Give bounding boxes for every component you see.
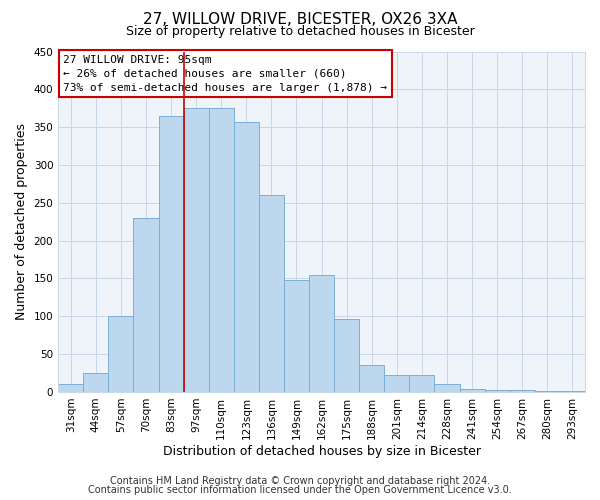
Text: 27, WILLOW DRIVE, BICESTER, OX26 3XA: 27, WILLOW DRIVE, BICESTER, OX26 3XA [143,12,457,28]
Bar [359,366,385,392]
Bar [510,390,535,392]
Text: 27 WILLOW DRIVE: 95sqm
← 26% of detached houses are smaller (660)
73% of semi-de: 27 WILLOW DRIVE: 95sqm ← 26% of detached… [64,55,388,93]
Bar [209,108,234,392]
Bar [535,391,560,392]
Bar [485,390,510,392]
Bar [184,108,209,392]
Text: Contains HM Land Registry data © Crown copyright and database right 2024.: Contains HM Land Registry data © Crown c… [110,476,490,486]
Text: Contains public sector information licensed under the Open Government Licence v3: Contains public sector information licen… [88,485,512,495]
Bar [284,280,309,392]
Bar [234,122,259,392]
Bar [133,218,158,392]
Bar [158,116,184,392]
Bar [560,391,585,392]
Bar [109,316,133,392]
Bar [334,320,359,392]
Bar [259,195,284,392]
X-axis label: Distribution of detached houses by size in Bicester: Distribution of detached houses by size … [163,444,481,458]
Bar [58,384,83,392]
Bar [309,274,334,392]
Bar [434,384,460,392]
Bar [460,389,485,392]
Text: Size of property relative to detached houses in Bicester: Size of property relative to detached ho… [125,25,475,38]
Bar [409,376,434,392]
Y-axis label: Number of detached properties: Number of detached properties [15,123,28,320]
Bar [83,373,109,392]
Bar [385,376,409,392]
